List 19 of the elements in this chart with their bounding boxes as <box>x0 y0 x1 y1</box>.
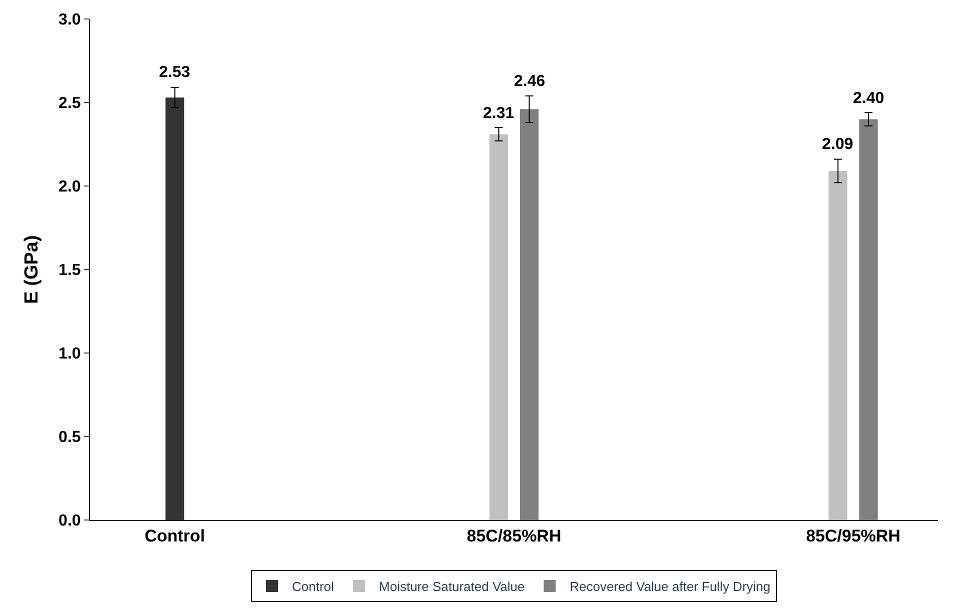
data-label: 2.40 <box>853 90 884 107</box>
y-axis-title: E (GPa) <box>21 235 42 304</box>
legend-label: Recovered Value after Fully Drying <box>570 579 770 594</box>
data-label: 2.31 <box>483 105 514 122</box>
x-tick-label: 85C/95%RH <box>806 526 900 546</box>
y-tick-label: 1.5 <box>58 262 81 280</box>
y-tick-label: 3.0 <box>58 12 81 29</box>
y-tick-label: 2.0 <box>58 178 81 196</box>
legend-label: Moisture Saturated Value <box>379 579 525 594</box>
data-label: 2.09 <box>822 136 854 153</box>
y-tick-label: 0.5 <box>58 429 81 446</box>
data-label: 2.53 <box>159 64 190 81</box>
legend-label: Control <box>292 579 334 594</box>
y-tick-label: 2.5 <box>58 95 81 112</box>
y-tick-label: 0.0 <box>58 512 81 530</box>
y-tick-label: 1.0 <box>58 346 81 363</box>
data-label: 2.46 <box>514 73 546 90</box>
x-tick-label: Control <box>144 526 206 546</box>
x-tick-label: 85C/85%RH <box>466 526 562 546</box>
